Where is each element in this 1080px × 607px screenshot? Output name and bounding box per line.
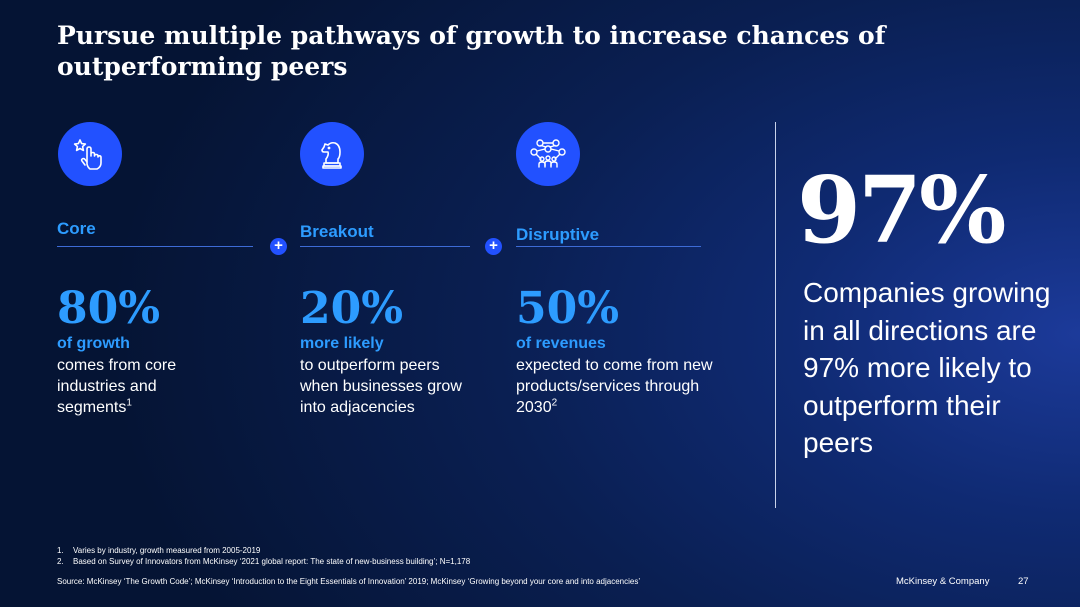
hero-stat-description: Companies growing in all directions are …: [803, 277, 1051, 458]
footnote-number: 2.: [57, 557, 64, 566]
footnotes: 1. Varies by industry, growth measured f…: [57, 545, 470, 567]
pathway-label: Breakout: [300, 222, 374, 241]
pathway-label: Disruptive: [516, 225, 600, 244]
chess-knight-icon: [300, 122, 364, 186]
network-people-icon: [516, 122, 580, 186]
footnote-text: Varies by industry, growth measured from…: [73, 546, 261, 555]
plus-icon: +: [270, 238, 287, 255]
stat-value: 80%: [57, 283, 161, 334]
plus-icon: +: [485, 238, 502, 255]
footnote-item: 1. Varies by industry, growth measured f…: [57, 545, 470, 556]
pathway-label: Core: [57, 219, 96, 238]
source-note: Source: McKinsey ‘The Growth Code’; McKi…: [57, 577, 641, 586]
brand-name: McKinsey & Company: [896, 576, 990, 587]
pathway-disruptive: Disruptive 50% of revenues expected to c…: [516, 122, 726, 416]
divider: [300, 246, 470, 247]
vertical-divider: [775, 122, 776, 508]
footnote-number: 1.: [57, 546, 64, 555]
pathway-core: Core 80% of growth comes from core indus…: [57, 122, 267, 416]
pathway-breakout: Breakout 20% more likely to outperform p…: [300, 122, 510, 416]
page-title: Pursue multiple pathways of growth to in…: [57, 21, 886, 81]
hero-stat-value: 97%: [797, 156, 1006, 264]
footnote-ref: 1: [126, 397, 132, 409]
footnote-text: Based on Survey of Innovators from McKin…: [73, 557, 471, 566]
stat-label: more likely: [300, 335, 384, 352]
page-number: 27: [1018, 576, 1029, 587]
stat-value: 50%: [516, 283, 620, 334]
stat-label: of growth: [57, 335, 130, 352]
stat-description: expected to come from new products/servi…: [516, 357, 713, 416]
footnote-ref: 2: [551, 397, 558, 409]
stat-value: 20%: [300, 283, 404, 334]
tap-hand-star-icon: [58, 122, 122, 186]
stat-description: comes from core industries and segments1: [57, 357, 177, 416]
stat-label: of revenues: [516, 335, 606, 352]
stat-description: to outperform peers when businesses grow…: [300, 357, 462, 416]
divider: [516, 246, 701, 247]
divider: [57, 246, 253, 247]
footnote-item: 2. Based on Survey of Innovators from Mc…: [57, 556, 470, 567]
